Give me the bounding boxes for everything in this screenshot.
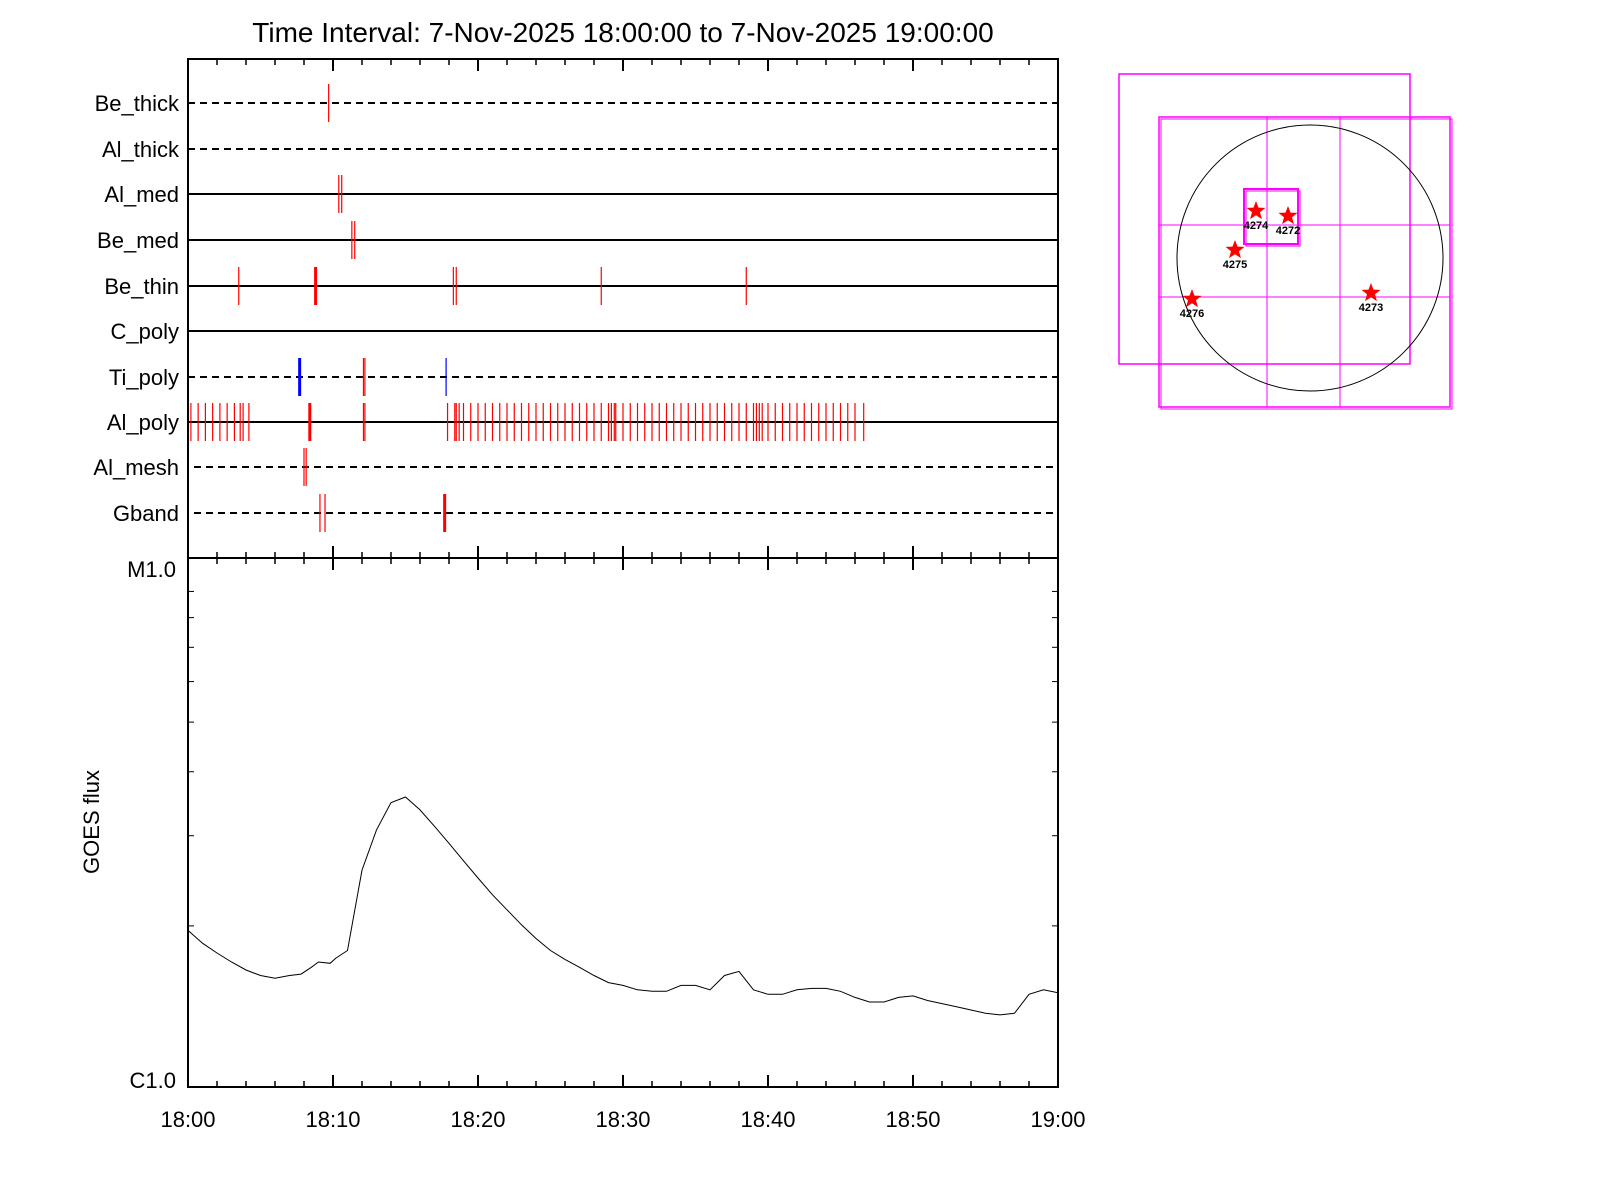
solar-limb bbox=[1176, 124, 1444, 392]
region-star-marker bbox=[1225, 240, 1245, 259]
row-label: Be_med bbox=[97, 228, 179, 253]
x-tick-label: 18:50 bbox=[885, 1107, 940, 1132]
x-tick-label: 18:00 bbox=[160, 1107, 215, 1132]
fov-box-small bbox=[1245, 190, 1301, 247]
axes-frames bbox=[187, 58, 1059, 1088]
x-tick-labels: 18:00 18:10 18:20 18:30 18:40 18:50 19:00 bbox=[160, 1107, 1085, 1132]
goes-panel: M1.0 C1.0 GOES flux bbox=[79, 557, 1059, 1093]
row-label: Al_mesh bbox=[93, 455, 179, 480]
instrument-rows: Be_thick Al_thick Al_med Be_med Be_thin C_pol… bbox=[93, 84, 1058, 532]
fov-box-small bbox=[1243, 188, 1299, 245]
bottom-panel-frame bbox=[187, 557, 1059, 1088]
region-label: 4273 bbox=[1359, 302, 1383, 314]
row-label: Gband bbox=[113, 501, 179, 526]
region-label: 4274 bbox=[1244, 220, 1269, 232]
y-axis-label: GOES flux bbox=[79, 770, 104, 874]
fov-box bbox=[1158, 116, 1451, 408]
y-tick-label-m1: M1.0 bbox=[127, 557, 176, 582]
row-label: Be_thin bbox=[104, 274, 179, 299]
top-panel-frame bbox=[187, 58, 1059, 559]
row-label: Al_poly bbox=[107, 410, 179, 435]
row-label: Be_thick bbox=[95, 91, 180, 116]
chart-title: Time Interval: 7-Nov-2025 18:00:00 to 7-… bbox=[252, 17, 993, 48]
region-star-marker bbox=[1246, 201, 1266, 220]
row-label: Al_med bbox=[104, 182, 179, 207]
x-tick-label: 18:10 bbox=[305, 1107, 360, 1132]
region-star-marker bbox=[1182, 289, 1202, 308]
goes-flux-line bbox=[187, 796, 1059, 1016]
axis-ticks bbox=[187, 59, 1059, 1087]
region-label: 4275 bbox=[1223, 259, 1247, 271]
fov-box bbox=[1118, 73, 1411, 365]
x-tick-label: 18:30 bbox=[595, 1107, 650, 1132]
fov-box bbox=[1160, 118, 1453, 410]
solar-disk-map: 4274 4272 4275 4276 4273 bbox=[1118, 73, 1453, 410]
region-label: 4272 bbox=[1276, 225, 1300, 237]
x-tick-label: 18:20 bbox=[450, 1107, 505, 1132]
y-tick-label-c1: C1.0 bbox=[130, 1068, 176, 1093]
row-label: C_poly bbox=[111, 319, 179, 344]
row-label: Ti_poly bbox=[109, 365, 179, 390]
region-star-marker bbox=[1278, 206, 1298, 225]
row-label: Al_thick bbox=[102, 137, 180, 162]
region-label: 4276 bbox=[1180, 308, 1204, 320]
x-tick-label: 19:00 bbox=[1030, 1107, 1085, 1132]
region-star-marker bbox=[1361, 283, 1381, 302]
x-tick-label: 18:40 bbox=[740, 1107, 795, 1132]
